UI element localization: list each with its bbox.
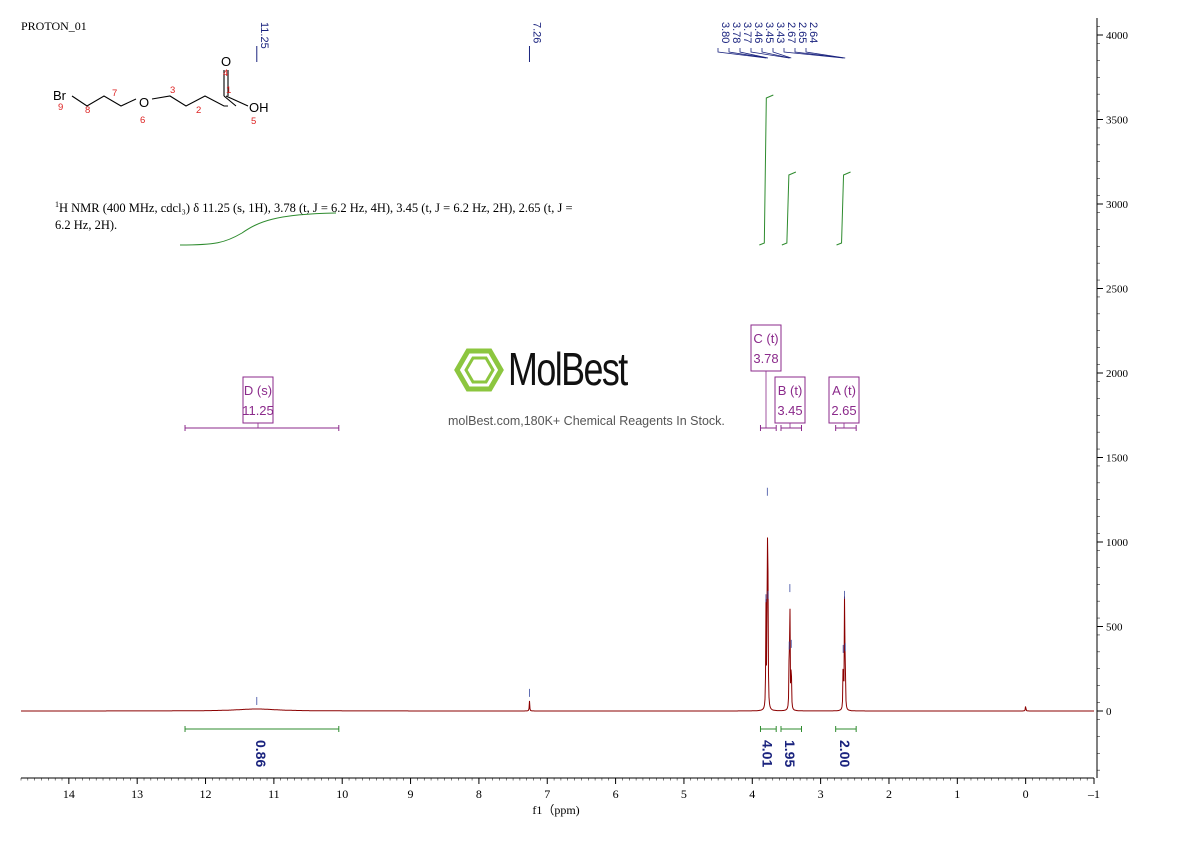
x-tick-label: 12 xyxy=(200,787,212,801)
peak-label-connector xyxy=(772,48,792,59)
y-tick-label: 2000 xyxy=(1106,368,1129,380)
locant-9: 9 xyxy=(58,102,63,113)
locant-7: 7 xyxy=(112,88,117,99)
x-tick-label: 8 xyxy=(476,787,482,801)
peak-labels: 11.25 7.26 3.80 3.78 3.77 3.46 3.45 3.43 2.67 2.6… xyxy=(256,22,846,705)
y-tick-label: 1000 xyxy=(1106,537,1129,549)
nmr-description-line1: H NMR (400 MHz, cdcl₃) δ 11.25 (s, 1H), … xyxy=(59,201,573,216)
y-tick-label: 500 xyxy=(1106,622,1123,634)
spectrum-line xyxy=(21,537,1094,712)
atom-br: Br xyxy=(53,88,67,103)
integral-value: 1.95 xyxy=(782,740,798,767)
integral-curves xyxy=(179,94,851,246)
y-tick-label: 0 xyxy=(1106,706,1112,718)
y-tick-label: 1500 xyxy=(1106,453,1129,465)
multiplet-shift: 3.78 xyxy=(753,351,778,366)
spectrum-trace xyxy=(21,537,1094,712)
peak-label: 3.80 xyxy=(719,22,731,43)
spectrum-title: PROTON_01 xyxy=(21,19,87,33)
integral-bars: 0.86 4.01 1.95 2.00 xyxy=(184,726,857,767)
locant-5: 5 xyxy=(251,116,256,127)
multiplet-label: B (t) xyxy=(778,383,803,398)
integral-curve-step xyxy=(781,171,797,246)
multiplet-label: A (t) xyxy=(832,383,856,398)
atom-o-carbonyl: O xyxy=(221,54,231,69)
x-tick-label: 3 xyxy=(818,787,824,801)
x-tick-label: 9 xyxy=(408,787,414,801)
multiplet-shift: 2.65 xyxy=(831,403,856,418)
x-tick-label: 0 xyxy=(1023,787,1029,801)
peak-label-connector xyxy=(805,48,846,59)
x-axis-label: f1（ppm) xyxy=(532,803,579,817)
x-tick-label: 13 xyxy=(131,787,143,801)
multiplet-label: C (t) xyxy=(753,331,778,346)
peak-label: 11.25 xyxy=(258,22,270,49)
locant-2: 2 xyxy=(196,105,201,116)
x-tick-label: –1 xyxy=(1087,787,1100,801)
axes: 14 13 12 11 10 9 8 7 6 5 4 3 2 1 0 –1050010001500200025… xyxy=(20,18,1129,817)
multiplet-boxes: D (s) 11.25 C (t) 3.78 B (t) 3.45 A (t) 2.65 xyxy=(184,324,860,431)
peak-label: 2.67 xyxy=(785,22,797,43)
integral-curve-step xyxy=(759,94,774,246)
multiplet-box-A xyxy=(828,376,860,424)
x-tick-label: 7 xyxy=(544,787,550,801)
x-tick-label: 6 xyxy=(613,787,619,801)
peak-label: 2.64 xyxy=(807,22,819,43)
peak-label-connector xyxy=(750,48,790,59)
locant-4: 4 xyxy=(223,68,228,79)
x-tick-label: 2 xyxy=(886,787,892,801)
peak-label-connector xyxy=(728,48,768,59)
y-tick-label: 3000 xyxy=(1106,199,1129,211)
molbest-logo-icon xyxy=(454,348,504,392)
peak-label-connector xyxy=(717,48,766,59)
watermark-name: MolBest xyxy=(508,343,628,395)
molecular-structure: Br O O OH 1 2 3 4 5 6 7 8 9 xyxy=(53,54,269,127)
peak-label: 3.45 xyxy=(763,22,775,43)
multiplet-shift: 3.45 xyxy=(777,403,802,418)
x-tick-label: 4 xyxy=(749,787,755,801)
multiplet-box-B xyxy=(774,376,806,424)
peak-label: 3.46 xyxy=(752,22,764,43)
peak-label-connector xyxy=(739,48,769,59)
peak-label: 7.26 xyxy=(530,22,542,43)
atom-oh: OH xyxy=(249,100,269,115)
peak-label-connector xyxy=(783,48,844,59)
multiplet-shift: 11.25 xyxy=(242,403,274,418)
x-tick-label: 5 xyxy=(681,787,687,801)
nmr-description: 1H NMR (400 MHz, cdcl₃) δ 11.25 (s, 1H),… xyxy=(55,196,615,234)
watermark-tagline: molBest.com,180K+ Chemical Reagents In S… xyxy=(448,414,725,428)
atom-o-ether: O xyxy=(139,95,149,110)
peak-label: 2.65 xyxy=(796,22,808,43)
integral-value: 2.00 xyxy=(837,740,853,767)
integral-value: 4.01 xyxy=(759,740,775,767)
peak-label: 3.77 xyxy=(741,22,753,43)
y-tick-label: 3500 xyxy=(1106,115,1129,127)
multiplet-label: D (s) xyxy=(244,383,272,398)
locant-8: 8 xyxy=(85,105,90,116)
y-tick-label: 2500 xyxy=(1106,284,1129,296)
peak-label-connector xyxy=(794,48,845,59)
locant-6: 6 xyxy=(140,115,145,126)
locant-1: 1 xyxy=(226,85,231,96)
peak-label-connector xyxy=(761,48,790,59)
integral-curve-step xyxy=(836,171,851,246)
multiplet-box-C xyxy=(750,324,782,372)
x-tick-label: 10 xyxy=(336,787,348,801)
x-tick-label: 14 xyxy=(63,787,75,801)
x-tick-label: 1 xyxy=(954,787,960,801)
locant-3: 3 xyxy=(170,85,175,96)
y-tick-label: 4000 xyxy=(1106,30,1129,42)
integral-curve-d xyxy=(179,212,337,246)
nmr-description-prefix: 1 xyxy=(55,200,59,209)
nmr-description-line2: 6.2 Hz, 2H). xyxy=(55,218,118,233)
multiplet-box-D xyxy=(242,376,274,424)
integral-value: 0.86 xyxy=(253,740,269,767)
x-tick-label: 11 xyxy=(268,787,280,801)
peak-label: 3.43 xyxy=(774,22,786,43)
peak-label: 3.78 xyxy=(730,22,742,43)
